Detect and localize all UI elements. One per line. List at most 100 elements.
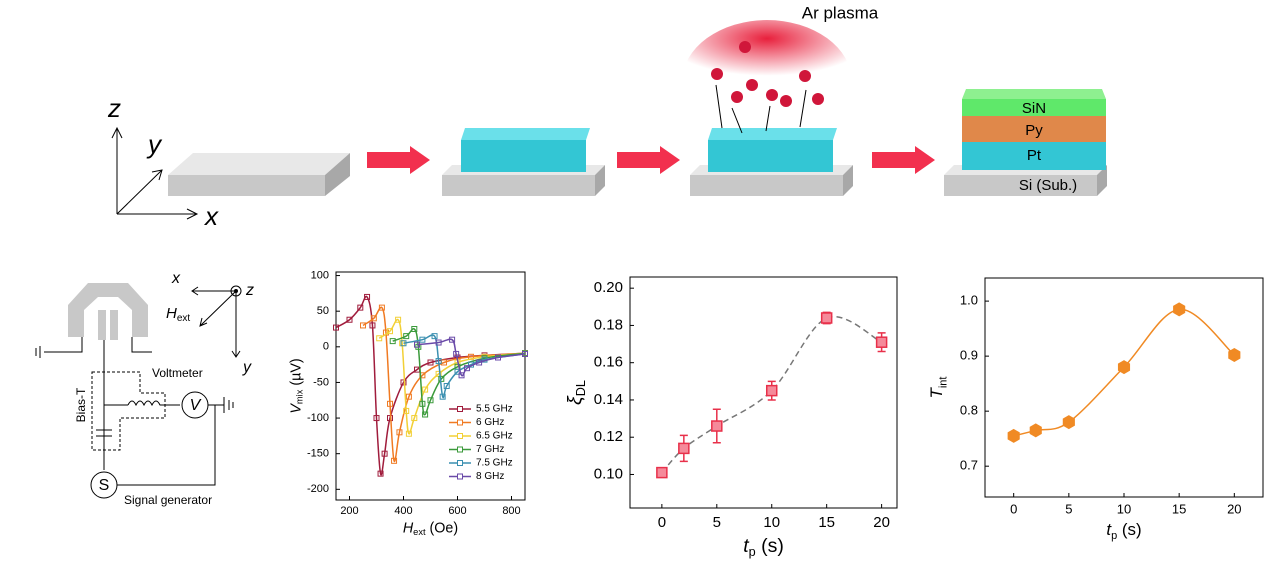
- y-tick-label: -150: [307, 448, 329, 460]
- legend-label: 6.5 GHz: [476, 431, 513, 442]
- ions: [711, 41, 824, 107]
- marker: [449, 336, 456, 343]
- marker: [443, 383, 450, 389]
- marker: [357, 304, 364, 311]
- marker: [1007, 428, 1020, 443]
- legend-marker: [457, 446, 463, 453]
- marker: [370, 315, 377, 322]
- y-tick-label: 1.0: [960, 293, 978, 308]
- generator-symbol: S: [99, 477, 110, 494]
- marker: [1062, 415, 1075, 430]
- generator-label: Signal generator: [124, 493, 212, 507]
- marker: [405, 393, 412, 400]
- marker: [419, 400, 426, 407]
- axis-x: x: [171, 270, 181, 287]
- x-tick-label: 800: [502, 505, 520, 517]
- axis-label-part: (Oe): [426, 520, 459, 536]
- marker: [364, 293, 371, 300]
- y-tick-label: 0.9: [960, 348, 978, 363]
- x-tick-label: 20: [1227, 501, 1241, 516]
- legend-marker: [457, 433, 463, 439]
- axis-label-part: DL: [574, 380, 588, 396]
- plasma: [682, 20, 852, 82]
- axis-label: ξDL: [564, 380, 588, 405]
- plot-frame: [629, 276, 898, 509]
- axis-z: z: [107, 93, 121, 123]
- x-tick-label: 0: [1010, 501, 1017, 516]
- axis-label-part: mix: [295, 389, 305, 404]
- y-tick-label: 0.14: [594, 391, 623, 408]
- y-tick-label: 0.16: [594, 354, 623, 371]
- marker: [395, 316, 402, 323]
- voltmeter-symbol: V: [190, 397, 202, 414]
- marker: [387, 400, 393, 407]
- marker: [656, 466, 668, 479]
- marker: [381, 450, 388, 457]
- x-tick-label: 5: [713, 514, 721, 531]
- bias-label: Bias-T: [74, 387, 88, 422]
- x-tick-label: 0: [658, 514, 666, 531]
- plasma-label: Ar plasma: [802, 3, 879, 22]
- axis-label-part: ext: [413, 527, 426, 537]
- marker: [678, 442, 690, 455]
- axis-label-part: H: [403, 520, 414, 536]
- field-subscript: ext: [177, 313, 191, 324]
- axis-label-part: T: [928, 386, 947, 398]
- marker: [396, 429, 403, 436]
- marker: [414, 341, 420, 348]
- series-line: [416, 338, 526, 377]
- marker: [360, 322, 366, 329]
- axis-label-part: (s): [756, 535, 784, 557]
- y-tick-label: 0.7: [960, 458, 978, 473]
- marker: [458, 372, 465, 379]
- series-line: [378, 318, 526, 435]
- y-tick-label: 50: [317, 305, 329, 317]
- axis-label-part: p: [749, 545, 756, 559]
- layer-label: SiN: [1022, 100, 1046, 117]
- marker: [387, 328, 393, 335]
- marker: [377, 470, 384, 477]
- marker: [346, 316, 353, 323]
- plot-frame: [335, 271, 526, 501]
- x-tick-label: 15: [818, 514, 835, 531]
- y-tick-label: 0.10: [594, 465, 623, 482]
- marker: [453, 350, 460, 357]
- y-tick-label: -100: [307, 412, 329, 424]
- marker: [403, 407, 410, 414]
- voltmeter-label: Voltmeter: [152, 366, 203, 380]
- marker: [400, 379, 407, 386]
- marker: [711, 420, 723, 432]
- axis-label-part: (s): [1117, 520, 1141, 539]
- stack: [962, 89, 1106, 170]
- marker: [427, 397, 434, 404]
- axis-label: Hext (Oe): [403, 520, 458, 537]
- series-line: [392, 327, 526, 416]
- axis-z: z: [245, 282, 254, 299]
- marker: [765, 384, 778, 397]
- marker: [463, 365, 470, 372]
- axis-label: Vmix (µV): [288, 358, 305, 413]
- marker: [373, 415, 380, 422]
- field-symbol: H: [166, 305, 177, 322]
- marker: [435, 358, 442, 365]
- axis-x: x: [203, 201, 219, 231]
- y-tick-label: 0.18: [594, 316, 623, 333]
- x-tick-label: 10: [763, 514, 780, 531]
- x-tick-label: 10: [1117, 501, 1131, 516]
- marker: [369, 322, 376, 329]
- marker: [1173, 302, 1186, 317]
- marker: [389, 338, 396, 345]
- legend-label: 5.5 GHz: [476, 404, 513, 415]
- x-tick-label: 400: [394, 505, 412, 517]
- y-tick-label: 100: [311, 269, 329, 281]
- marker: [431, 333, 438, 340]
- x-tick-label: 15: [1172, 501, 1186, 516]
- marker: [875, 336, 888, 348]
- marker: [427, 359, 434, 366]
- marker: [403, 333, 410, 340]
- marker: [378, 304, 385, 311]
- x-tick-label: 20: [873, 514, 890, 531]
- layer-label: Si (Sub.): [1019, 177, 1077, 194]
- axis-label: tp (s): [1106, 520, 1141, 542]
- marker: [1029, 423, 1042, 438]
